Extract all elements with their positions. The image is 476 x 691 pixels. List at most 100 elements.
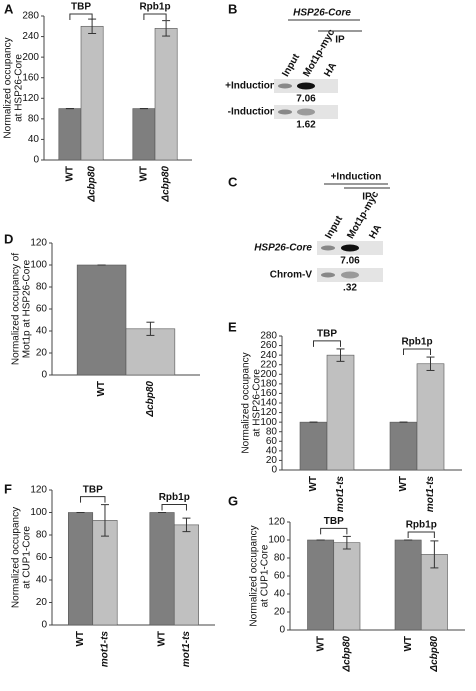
y-tick-label: 200 xyxy=(22,52,39,63)
group-label: Rpb1p xyxy=(406,520,437,531)
y-tick-label: 200 xyxy=(260,369,277,380)
y-tick-label: 240 xyxy=(22,31,39,42)
y-axis-label: at HSP26-Core xyxy=(14,54,25,122)
group-bracket xyxy=(69,13,93,20)
group-label: TBP xyxy=(324,516,344,527)
bar xyxy=(394,539,422,631)
y-tick-label: 80 xyxy=(266,426,278,437)
bar xyxy=(416,363,445,471)
group-bracket xyxy=(143,13,167,20)
y-tick-label: 20 xyxy=(36,597,48,608)
band xyxy=(278,109,292,115)
y-tick-label: 40 xyxy=(274,589,286,600)
bar xyxy=(68,512,94,626)
error-bar xyxy=(100,504,109,537)
y-axis-label: at HSP26-Core xyxy=(252,369,263,437)
group-bracket xyxy=(320,527,348,535)
y-tick-label: 0 xyxy=(279,625,285,636)
y-tick-label: 60 xyxy=(274,571,286,582)
y-tick-label: 80 xyxy=(28,113,40,124)
group-label: TBP xyxy=(83,484,103,495)
bar xyxy=(132,108,156,161)
band xyxy=(297,108,315,116)
group-bracket xyxy=(161,504,187,511)
lane-label: HA xyxy=(367,223,384,241)
x-tick-label: Δcbp80 xyxy=(145,381,156,418)
group-label: Rpb1p xyxy=(159,492,190,503)
y-axis-label: at CUP1-Core xyxy=(260,544,271,607)
y-tick-label: 140 xyxy=(260,398,277,409)
x-tick-label: WT xyxy=(139,166,150,182)
group-bracket xyxy=(407,531,435,538)
group-label: TBP xyxy=(317,329,337,340)
panel-label: E xyxy=(228,319,237,334)
y-tick-label: 120 xyxy=(268,517,285,528)
y-tick-label: 220 xyxy=(260,359,277,370)
y-tick-label: 120 xyxy=(30,485,47,496)
error-bar xyxy=(336,348,345,362)
y-tick-label: 280 xyxy=(260,331,277,342)
x-tick-label: WT xyxy=(65,166,76,182)
panel-label: B xyxy=(228,1,237,16)
y-tick-label: 0 xyxy=(41,370,47,381)
y-tick-label: 20 xyxy=(36,348,48,359)
y-tick-label: 120 xyxy=(260,407,277,418)
y-tick-label: 80 xyxy=(36,282,48,293)
y-tick-label: 20 xyxy=(266,455,278,466)
bar xyxy=(299,421,328,471)
x-tick-label: WT xyxy=(157,631,168,647)
y-tick-label: 60 xyxy=(36,552,48,563)
row-value: 1.62 xyxy=(296,120,316,131)
y-tick-label: 120 xyxy=(22,93,39,104)
group-label: TBP xyxy=(71,2,91,13)
y-tick-label: 80 xyxy=(274,553,286,564)
x-tick-label: Δcbp80 xyxy=(429,636,440,673)
panel-label: A xyxy=(4,1,14,16)
error-bar xyxy=(342,535,351,550)
x-tick-label: Δcbp80 xyxy=(161,166,172,203)
bar xyxy=(333,542,361,631)
bar xyxy=(58,108,82,161)
y-axis-label: Normalized occupancy xyxy=(11,507,22,608)
y-tick-label: 40 xyxy=(28,134,40,145)
row-label: -Induction xyxy=(228,107,276,118)
ip-label: IP xyxy=(362,192,372,203)
row-value: 7.06 xyxy=(340,256,360,267)
bar xyxy=(154,28,178,161)
y-tick-label: 60 xyxy=(36,304,48,315)
row-label: Chrom-V xyxy=(270,270,313,281)
x-tick-label: mot1-ts xyxy=(100,631,111,668)
blot-title: +Induction xyxy=(331,172,382,183)
y-tick-label: 0 xyxy=(271,465,277,476)
y-axis-label: Normalized occupancy of xyxy=(11,253,22,365)
y-tick-label: 40 xyxy=(36,326,48,337)
blot-title: HSP26-Core xyxy=(293,8,351,19)
x-tick-label: WT xyxy=(75,631,86,647)
panel-label: G xyxy=(228,493,238,508)
error-bar xyxy=(426,356,435,371)
bar xyxy=(76,264,127,376)
error-bar xyxy=(146,321,155,336)
y-axis-label: Normalized occupancy xyxy=(3,37,14,138)
band xyxy=(321,272,335,278)
y-tick-label: 80 xyxy=(36,530,48,541)
y-tick-label: 120 xyxy=(30,238,47,249)
x-tick-label: mot1-ts xyxy=(181,631,192,668)
x-tick-label: Δcbp80 xyxy=(87,166,98,203)
band xyxy=(297,82,315,90)
panel-label: D xyxy=(4,231,13,246)
y-tick-label: 280 xyxy=(22,11,39,22)
bar xyxy=(307,539,335,631)
band xyxy=(341,271,359,279)
lane-label: Input xyxy=(280,52,302,79)
y-tick-label: 60 xyxy=(266,436,278,447)
group-label: Rpb1p xyxy=(401,337,432,348)
band xyxy=(341,244,359,252)
y-tick-label: 20 xyxy=(274,607,286,618)
group-bracket xyxy=(313,340,341,347)
group-label: Rpb1p xyxy=(139,2,170,13)
y-tick-label: 100 xyxy=(30,507,47,518)
bar xyxy=(80,25,104,161)
y-axis-label: Mot1p at HSP26-Core xyxy=(22,259,33,358)
